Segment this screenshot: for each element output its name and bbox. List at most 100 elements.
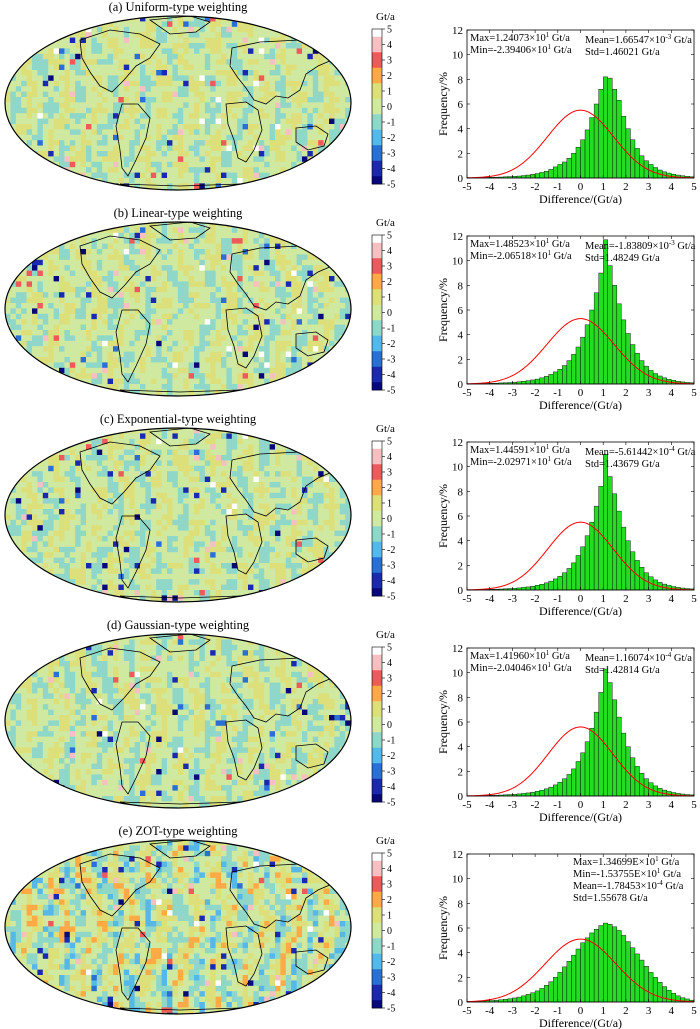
histogram-bar (581, 140, 586, 178)
histogram-bar (558, 972, 563, 1002)
y-tick-label: 0 (458, 379, 464, 391)
colorbar-tick: -3 (387, 355, 395, 366)
x-tick-label: 2 (623, 181, 629, 193)
colorbar-tick: 5 (387, 437, 392, 448)
x-tick-label: 3 (646, 1005, 652, 1017)
histogram-bar (549, 374, 554, 384)
stat-max: Max=1.48523×101 Gt/a (470, 237, 570, 250)
y-tick-label: 12 (452, 25, 463, 37)
x-axis-label: Difference/(Gt/a) (539, 398, 622, 411)
histogram-bar (558, 369, 563, 384)
y-tick-label: 4 (458, 948, 464, 960)
stat-min: Min=-2.02971×101 Gt/a (470, 455, 572, 468)
colorbar-tick: -3 (387, 767, 395, 778)
histogram-bar (508, 999, 513, 1002)
x-tick-label: -3 (508, 799, 518, 811)
histogram-bar (662, 987, 667, 1002)
x-tick-label: -3 (508, 181, 518, 193)
histogram-bar (581, 943, 586, 1002)
y-tick-label: 12 (452, 849, 463, 861)
stat-max: Max=1.41960×101 Gt/a (470, 649, 570, 662)
histogram-bar (608, 683, 613, 796)
colorbar-tick: -4 (387, 576, 395, 587)
histogram-bar (544, 171, 549, 178)
histogram-bar (553, 167, 558, 178)
y-tick-label: 4 (458, 742, 464, 754)
colorbar-tick: 1 (387, 293, 392, 304)
stat-mean: Mean=-1.78453×10-4 Gt/a (573, 879, 684, 892)
histogram-bar (608, 266, 613, 384)
colorbar-tick: 0 (387, 720, 392, 731)
colorbar-tick: 1 (387, 499, 392, 510)
histogram-bar (535, 379, 540, 384)
stat-max: Max=1.24073×101 Gt/a (470, 31, 570, 44)
histogram-bar (576, 761, 581, 796)
x-tick-label: 5 (691, 181, 697, 193)
colorbar-tick: -5 (387, 798, 395, 809)
histogram-bar (549, 169, 554, 178)
stat-std: Std=1.43679 Gt/a (585, 459, 660, 470)
colorbar-tick: -2 (387, 133, 395, 144)
histogram-bar (512, 998, 517, 1002)
y-tick-label: 10 (452, 874, 464, 886)
colorbar-unit: Gt/a (376, 629, 395, 641)
histogram-bar (617, 717, 622, 796)
colorbar-unit: Gt/a (376, 11, 395, 23)
histogram-bar (544, 789, 549, 796)
histogram-bar (640, 960, 645, 1002)
histogram-bar (608, 924, 613, 1002)
histogram-bar (558, 782, 563, 796)
histogram-bar (594, 506, 599, 590)
histogram-bar (594, 712, 599, 796)
y-tick-label: 0 (458, 585, 464, 597)
x-axis-label: Difference/(Gt/a) (539, 192, 622, 205)
histogram-bar (540, 790, 545, 796)
histogram-bar (553, 977, 558, 1002)
colorbar-tick: 4 (387, 40, 392, 51)
histogram-bar (540, 584, 545, 590)
stat-max: Max=1.34699E×101 Gt/a (573, 855, 680, 868)
colorbar-tick: -2 (387, 339, 395, 350)
histogram-bar (599, 89, 604, 178)
y-axis-label: Frequency/% (436, 896, 450, 960)
colorbar-tick: 3 (387, 468, 392, 479)
histogram-bar (567, 158, 572, 178)
colorbar-tick: -1 (387, 118, 395, 129)
histogram-bar (531, 993, 536, 1002)
histogram-bar (517, 997, 522, 1002)
x-tick-label: 3 (646, 387, 652, 399)
histogram-bar (526, 175, 531, 178)
y-tick-label: 6 (458, 717, 464, 729)
x-tick-label: -4 (485, 181, 495, 193)
y-tick-label: 0 (458, 997, 464, 1009)
histogram-bar (585, 536, 590, 590)
stat-min: Min=-2.06518×101 Gt/a (470, 249, 572, 262)
histogram-bar (621, 527, 626, 590)
histogram-bar (617, 304, 622, 384)
x-tick-label: 4 (669, 181, 675, 193)
y-tick-label: 8 (458, 486, 464, 498)
y-tick-label: 0 (458, 791, 464, 803)
y-axis-label: Frequency/% (436, 690, 450, 754)
histogram-bar (590, 728, 595, 796)
histogram-bar (526, 381, 531, 384)
histogram-bar (581, 337, 586, 384)
colorbar-tick: -3 (387, 973, 395, 984)
stat-min: Min=-1.53755E×101 Gt/a (573, 867, 681, 880)
colorbar-tick: -4 (387, 988, 395, 999)
histogram-bar (562, 779, 567, 796)
histogram-bar (535, 174, 540, 178)
x-axis-label: Difference/(Gt/a) (539, 1016, 622, 1029)
colorbar-tick: 2 (387, 277, 392, 288)
histogram-bar (644, 966, 649, 1002)
y-tick-label: 8 (458, 74, 464, 86)
histogram-bar (571, 354, 576, 384)
histogram-bar (617, 100, 622, 178)
colorbar-tick: 4 (387, 658, 392, 669)
y-tick-label: 4 (458, 124, 464, 136)
